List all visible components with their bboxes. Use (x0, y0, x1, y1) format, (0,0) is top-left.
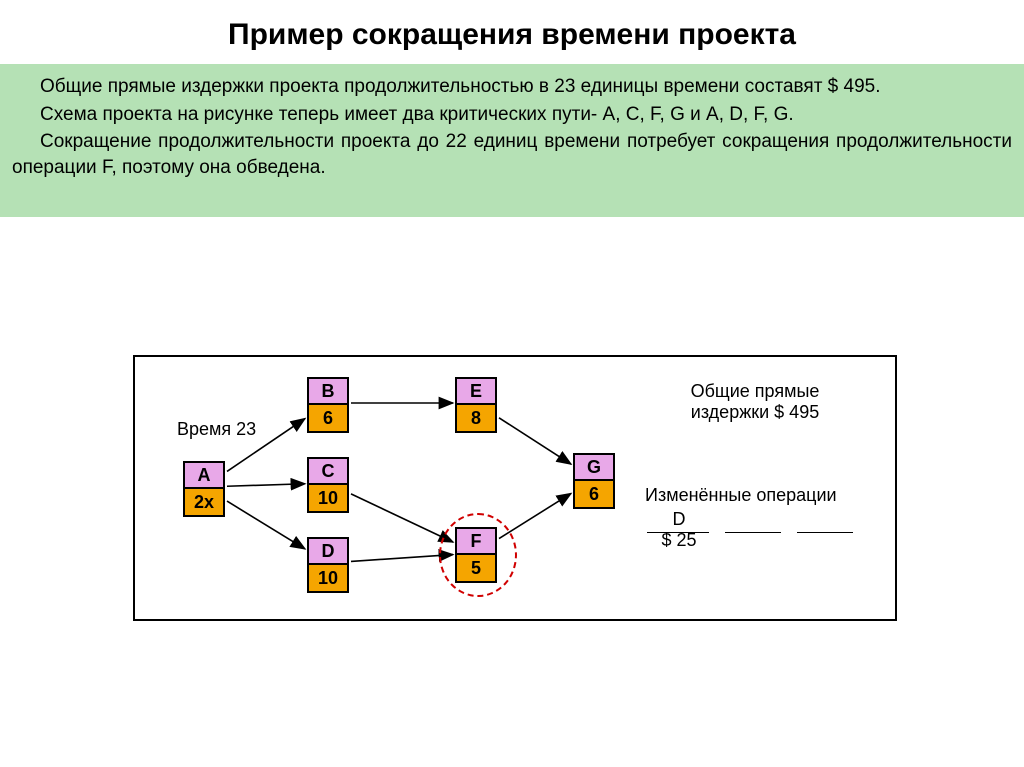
node-value: 6 (309, 405, 347, 431)
node-d: D10 (307, 537, 349, 593)
node-value: 6 (575, 481, 613, 507)
node-g: G6 (573, 453, 615, 509)
node-value: 8 (457, 405, 495, 431)
changed-op-d: D $ 25 (655, 509, 703, 551)
node-value: 10 (309, 565, 347, 591)
edge-a-c (227, 484, 305, 487)
network-diagram: Время 23 Общие прямые издержки $ 495 Изм… (133, 355, 897, 621)
time-label: Время 23 (177, 419, 256, 440)
cost-line2: издержки $ 495 (691, 402, 819, 422)
edge-e-g (499, 418, 571, 464)
node-value: 2x (185, 489, 223, 515)
node-b: B6 (307, 377, 349, 433)
node-a: A2x (183, 461, 225, 517)
node-letter: B (309, 379, 347, 405)
highlight-circle (439, 513, 517, 597)
paragraph-1: Общие прямые издержки проекта продолжите… (12, 74, 1012, 100)
node-letter: G (575, 455, 613, 481)
changed-op-cost: $ 25 (661, 530, 696, 550)
page-title: Пример сокращения времени проекта (0, 0, 1024, 64)
node-letter: D (309, 539, 347, 565)
changed-ops-label: Изменённые операции (645, 485, 837, 506)
changed-op-letter: D (673, 509, 686, 529)
node-letter: E (457, 379, 495, 405)
node-e: E8 (455, 377, 497, 433)
cost-label: Общие прямые издержки $ 495 (655, 381, 855, 423)
node-value: 10 (309, 485, 347, 511)
node-c: C10 (307, 457, 349, 513)
edge-d-f (351, 555, 453, 562)
description-block: Общие прямые издержки проекта продолжите… (0, 64, 1024, 217)
blank-1 (647, 532, 709, 533)
blank-3 (797, 532, 853, 533)
cost-line1: Общие прямые (691, 381, 820, 401)
edge-c-f (351, 494, 453, 542)
blank-2 (725, 532, 781, 533)
node-letter: C (309, 459, 347, 485)
node-letter: A (185, 463, 223, 489)
paragraph-2: Схема проекта на рисунке теперь имеет дв… (12, 102, 1012, 128)
edge-a-d (227, 501, 305, 549)
paragraph-3: Сокращение продолжительности проекта до … (12, 129, 1012, 180)
